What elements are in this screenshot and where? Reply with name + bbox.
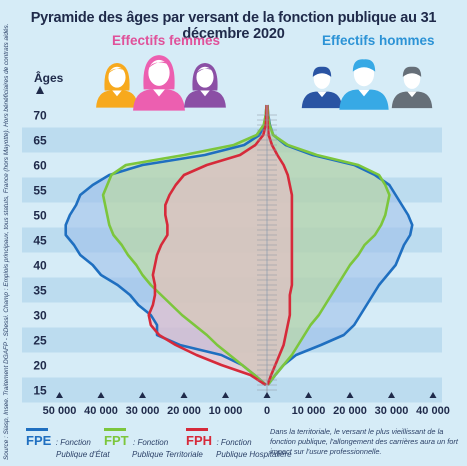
x-tick-marker [305, 392, 312, 398]
y-tick-label: 45 [33, 234, 47, 248]
legend-code-fpt: FPT [104, 433, 129, 448]
x-tick-label: 40 000 [416, 405, 450, 417]
line-men-fph [265, 104, 294, 386]
legend-swatch-fph [186, 428, 208, 431]
line-women-fph [147, 104, 269, 387]
x-tick-marker [139, 392, 146, 398]
y-tick-label: 60 [33, 159, 47, 173]
woman-icon-2 [133, 55, 185, 111]
woman-icon-1 [96, 62, 138, 108]
y-tick-label: 40 [33, 259, 47, 273]
legend-item-fpt: FPT : Fonction Publique Territoriale [104, 428, 203, 459]
x-tick-label: 20 000 [333, 405, 367, 417]
legend-desc-fpe-2: Publique d'État [56, 450, 110, 459]
chart-title: Pyramide des âges par versant de la fonc… [30, 10, 437, 42]
legend-code-fpe: FPE [26, 433, 52, 448]
y-tick-label: 35 [33, 284, 47, 298]
legend-swatch-fpe [26, 428, 48, 431]
x-tick-label: 30 000 [126, 405, 160, 417]
legend-item-fph: FPH : Fonction Publique Hospitalière [186, 428, 292, 459]
y-tick-label: 15 [33, 384, 47, 398]
legend-desc-fpe-1: : Fonction [55, 438, 91, 447]
x-tick-marker [388, 392, 395, 398]
line-women-fpt [101, 104, 268, 386]
y-tick-label: 20 [33, 359, 47, 373]
y-tick-label: 30 [33, 309, 47, 323]
legend-desc-fph-1: : Fonction [216, 438, 252, 447]
x-tick-marker [222, 392, 229, 398]
x-tick-marker [346, 392, 354, 398]
x-tick-label: 30 000 [375, 405, 409, 417]
x-tick-label: 40 000 [84, 405, 118, 417]
x-tick-marker [56, 392, 63, 398]
x-tick-marker [97, 392, 105, 398]
y-tick-label: 50 [33, 209, 47, 223]
x-tick-marker [263, 392, 271, 398]
legend-code-fph: FPH [186, 433, 212, 448]
y-axis-arrow [36, 86, 44, 94]
legend-desc-fpt-2: Publique Territoriale [132, 450, 203, 459]
x-tick-label: 10 000 [292, 405, 326, 417]
man-icon-2 [339, 59, 389, 110]
line-men-fpt [266, 104, 391, 386]
x-tick-marker [429, 392, 437, 398]
x-tick-marker [180, 392, 188, 398]
age-band [22, 377, 442, 403]
legend-item-fpe: FPE : Fonction Publique d'État [26, 428, 110, 459]
y-tick-label: 25 [33, 334, 47, 348]
woman-icon-3 [184, 62, 226, 108]
y-tick-label: 55 [33, 184, 47, 198]
men-group-label: Effectifs hommes [322, 33, 435, 48]
x-tick-label: 20 000 [167, 405, 201, 417]
legend-desc-fpt-1: : Fonction [133, 438, 169, 447]
x-tick-label: 0 [264, 405, 270, 417]
y-axis-label: Âges [34, 70, 64, 85]
legend-swatch-fpt [104, 428, 126, 431]
women-group-label: Effectifs femmes [112, 33, 221, 48]
x-tick-label: 50 000 [43, 405, 77, 417]
y-tick-label: 65 [33, 134, 47, 148]
x-tick-label: 10 000 [209, 405, 243, 417]
source-note: Source : Siasp, Insee. Traitement DGAFP … [3, 23, 10, 460]
commentary-note: Dans la territoriale, le versant le plus… [270, 427, 458, 456]
y-tick-label: 70 [33, 109, 47, 123]
man-icon-1 [301, 66, 343, 109]
man-icon-3 [391, 66, 433, 109]
legend-desc-fph-2: Publique Hospitalière [216, 450, 292, 459]
